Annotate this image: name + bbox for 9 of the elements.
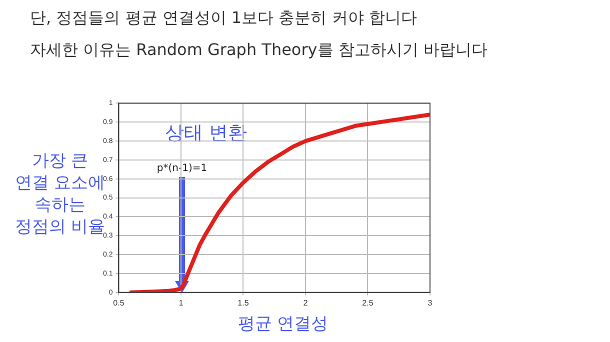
x-tick-label: 2.5 bbox=[362, 298, 374, 308]
x-tick-label: 3 bbox=[428, 298, 433, 308]
chart-subtitle: 자세한 이유는 Random Graph Theory를 참고하시기 바랍니다 bbox=[30, 40, 488, 61]
chart-title: 단, 정점들의 평균 연결성이 1보다 충분히 커야 합니다 bbox=[30, 8, 417, 29]
x-tick-label: 1 bbox=[178, 298, 184, 308]
annotation: p*(n-1)=1 bbox=[156, 163, 208, 174]
x-axis-title: 평균 연결성 bbox=[236, 313, 330, 335]
x-tick-label: 2 bbox=[303, 298, 308, 308]
x-tick-label: 1.5 bbox=[238, 298, 250, 308]
